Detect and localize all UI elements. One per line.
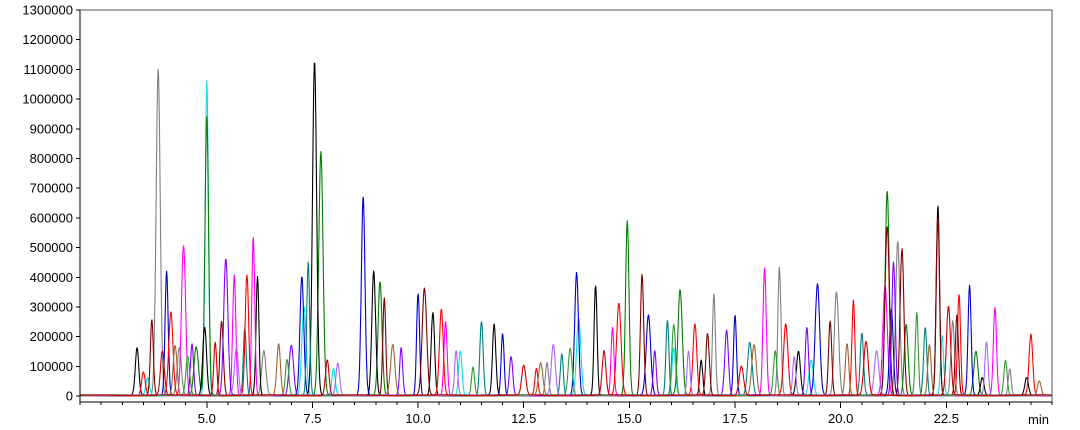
trace-6 [79,196,1052,397]
y-tick-label: 1300000 [22,3,73,18]
x-tick-label: 5.0 [198,411,216,426]
y-tick-label: 0 [66,389,73,404]
y-tick-label: 700000 [30,181,73,196]
x-unit-label: min [1028,412,1049,427]
y-tick-label: 200000 [30,329,73,344]
y-tick-label: 500000 [30,240,73,255]
trace-4 [79,62,1052,397]
y-tick-label: 400000 [30,270,73,285]
y-tick-label: 1100000 [23,62,73,77]
x-tick-label: 10.0 [405,411,430,426]
trace-3 [79,116,1052,397]
x-tick-label: 7.5 [303,411,321,426]
x-tick-label: 17.5 [722,411,747,426]
trace-9 [79,217,1052,397]
plot-frame [79,9,1053,403]
trace-2 [79,80,1052,397]
y-tick-label: 900000 [30,121,73,136]
y-tick-label: 100000 [30,359,73,374]
trace-1 [79,68,1052,397]
y-tick-label: 800000 [30,151,73,166]
x-tick-label: 22.5 [934,411,959,426]
y-tick-label: 1200000 [22,32,73,47]
y-tick-label: 300000 [30,299,73,314]
x-tick-label: 12.5 [511,411,536,426]
trace-14 [79,305,1052,397]
y-tick-label: 1000000 [22,92,73,107]
x-tick-label: 15.0 [617,411,642,426]
x-tick-label: 20.0 [828,411,853,426]
chromatogram-traces [79,62,1052,397]
y-tick-label: 600000 [30,210,73,225]
